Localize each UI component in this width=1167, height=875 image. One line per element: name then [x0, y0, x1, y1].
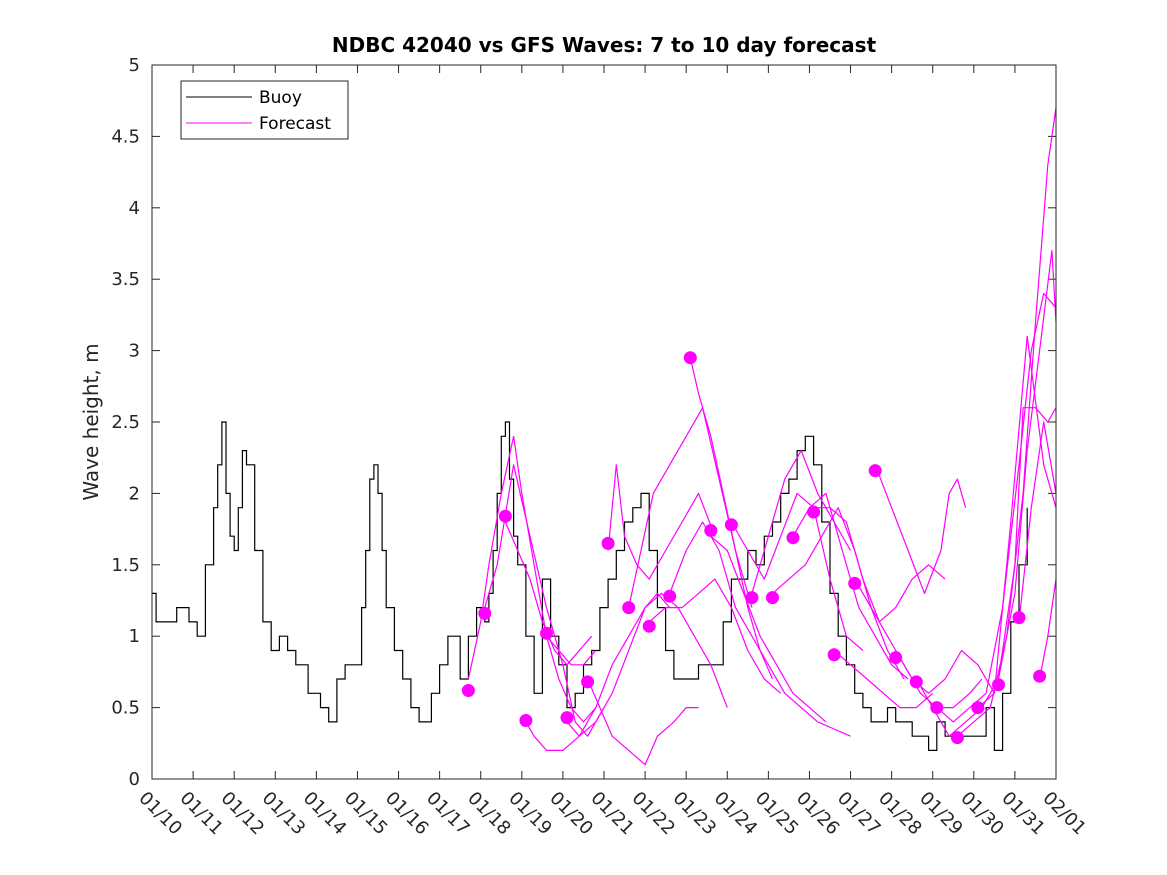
forecast-marker	[704, 524, 718, 537]
buoy-series	[152, 421, 1028, 751]
forecast-line	[772, 507, 905, 680]
forecast-line	[730, 492, 864, 651]
buoy-line	[152, 421, 1028, 751]
forecast-marker	[889, 651, 903, 665]
forecast-marker	[786, 531, 800, 545]
legend-box	[180, 80, 349, 140]
y-tick-label: 3.5	[111, 269, 140, 290]
plot-area	[152, 65, 1056, 779]
y-tick-label: 2	[129, 483, 140, 504]
forecast-marker	[827, 648, 841, 662]
forecast-marker	[498, 509, 512, 523]
y-tick-labels: 0 0.5 1 1.5 2 2.5 3 3.5 4 4.5 5	[111, 55, 140, 790]
forecast-marker	[868, 464, 882, 478]
forecast-marker	[930, 701, 944, 715]
forecast-line	[525, 592, 671, 752]
y-tick-label: 0	[129, 769, 140, 790]
forecast-markers	[461, 351, 1047, 745]
forecast-marker	[581, 675, 595, 689]
forecast-marker	[478, 606, 492, 620]
forecast-marker	[683, 351, 697, 365]
y-tick-label: 5	[129, 55, 140, 76]
y-axis-label: Wave height, m	[79, 343, 103, 500]
forecast-line	[546, 635, 597, 666]
forecast-line	[484, 464, 605, 737]
forecast-marker	[992, 678, 1005, 692]
plot-frame	[151, 64, 1057, 780]
y-tick-label: 1	[129, 626, 140, 647]
forecast-marker	[622, 601, 636, 615]
forecast-line	[997, 250, 1057, 680]
forecast-marker	[560, 711, 574, 725]
y-tick-label: 1.5	[111, 555, 140, 576]
forecast-marker	[724, 518, 738, 532]
forecast-line	[977, 335, 1057, 709]
forecast-line	[874, 464, 967, 595]
legend-forecast-label: Forecast	[259, 114, 331, 134]
forecast-marker	[642, 619, 656, 633]
forecast-line	[710, 535, 827, 723]
chart-title: NDBC 42040 vs GFS Waves: 7 to 10 day for…	[332, 33, 877, 57]
forecast-marker	[461, 684, 475, 697]
forecast-marker	[950, 731, 964, 745]
forecast-marker	[663, 589, 677, 603]
y-tick-label: 4.5	[111, 126, 140, 147]
forecast-line	[648, 578, 782, 694]
forecast-marker	[909, 675, 923, 689]
forecast-line	[1018, 421, 1057, 622]
forecast-marker	[540, 626, 553, 640]
forecast-line	[607, 464, 716, 580]
forecast-line	[566, 592, 728, 737]
forecast-line	[587, 678, 699, 766]
y-tick-label: 2.5	[111, 412, 140, 433]
forecast-line	[1039, 579, 1057, 680]
forecast-marker	[766, 591, 779, 605]
y-tick-label: 0.5	[111, 698, 140, 719]
y-tick-label: 4	[129, 198, 140, 219]
forecast-marker	[1033, 669, 1047, 683]
forecast-line	[833, 650, 934, 709]
y-tick-label: 3	[129, 341, 140, 362]
forecast-marker	[1012, 611, 1026, 625]
legend: Buoy Forecast	[180, 80, 349, 140]
forecast-line	[957, 107, 1057, 737]
forecast-marker	[519, 714, 533, 727]
forecast-marker	[971, 701, 985, 715]
forecast-marker	[848, 576, 862, 590]
legend-buoy-label: Buoy	[259, 88, 302, 108]
forecast-marker	[601, 536, 615, 550]
forecast-marker	[807, 505, 821, 519]
forecast-line	[854, 578, 983, 709]
forecast-marker	[745, 591, 759, 605]
